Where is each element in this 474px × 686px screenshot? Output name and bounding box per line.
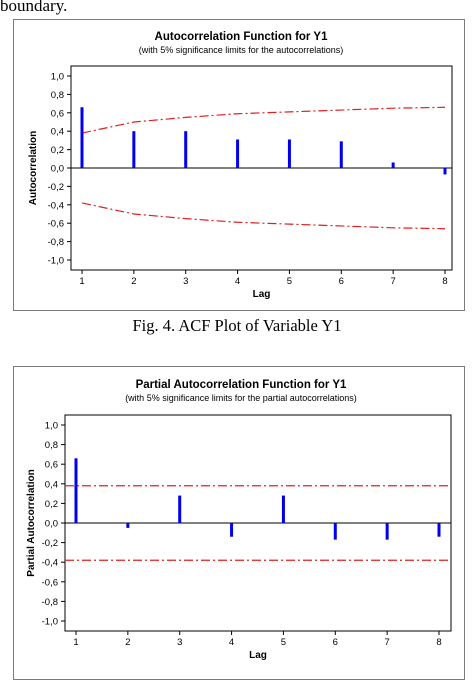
chart-title: Partial Autocorrelation Function for Y1	[136, 379, 347, 391]
x-axis-label: Lag	[249, 650, 267, 661]
figure-caption: Fig. 4. ACF Plot of Variable Y1	[132, 316, 342, 335]
bar-lag-1	[80, 107, 84, 168]
x-tick-label: 4	[235, 276, 240, 287]
x-tick-label: 6	[339, 276, 344, 287]
bar-lag-1	[74, 458, 78, 523]
bar-lag-5	[287, 139, 291, 168]
x-tick-label: 7	[384, 637, 389, 648]
x-tick-label: 8	[442, 276, 447, 287]
y-tick-label: -0,2	[42, 538, 58, 549]
y-tick-label: 1,0	[45, 421, 58, 432]
acf-chart: Autocorrelation Function for Y1 (with 5% …	[28, 31, 453, 300]
chart-subtitle: (with 5% significance limits for the aut…	[139, 45, 344, 55]
x-tick-label: 6	[333, 637, 338, 648]
bar-lag-3	[184, 131, 188, 168]
bar-lag-2	[132, 131, 136, 168]
bar-lag-4	[236, 139, 240, 168]
y-tick-label: 0,2	[45, 499, 58, 510]
y-axis-label: Autocorrelation	[28, 131, 39, 205]
bar-lag-2	[126, 523, 130, 528]
lower-significance-limit	[81, 202, 446, 230]
y-tick-label: -0,8	[48, 237, 64, 248]
y-tick-label: 0,0	[51, 164, 64, 175]
x-tick-label: 7	[390, 276, 395, 287]
upper-significance-limit	[81, 106, 446, 134]
y-tick-label: 0,8	[51, 90, 64, 101]
y-tick-label: 1,0	[51, 72, 64, 83]
bar-lag-7	[385, 523, 389, 540]
y-tick-label: 0,0	[45, 519, 58, 530]
x-tick-label: 5	[287, 276, 292, 287]
y-tick-label: -0,4	[42, 558, 58, 569]
x-tick-label: 2	[125, 637, 130, 648]
x-tick-label: 8	[436, 637, 441, 648]
bar-lag-5	[281, 495, 285, 523]
x-tick-label: 1	[73, 637, 78, 648]
pacf-chart: Partial Autocorrelation Function for Y1 (…	[26, 379, 452, 661]
y-tick-label: 0,6	[45, 460, 58, 471]
y-tick-label: -0,6	[42, 577, 58, 588]
x-tick-label: 4	[229, 637, 234, 648]
y-tick-label: -0,6	[48, 219, 64, 230]
y-tick-label: 0,2	[51, 145, 64, 156]
x-tick-label: 5	[281, 637, 286, 648]
y-tick-label: 0,8	[45, 440, 58, 451]
pacf-chart-panel: Partial Autocorrelation Function for Y1 (…	[13, 366, 465, 680]
bar-lag-3	[178, 495, 182, 523]
bar-lag-8	[443, 168, 447, 175]
page-text-fragment: boundary.	[0, 0, 68, 15]
x-tick-label: 1	[79, 276, 84, 287]
chart-title: Autocorrelation Function for Y1	[155, 31, 329, 43]
y-tick-label: 0,4	[51, 127, 64, 138]
bar-lag-8	[437, 523, 441, 537]
x-tick-label: 3	[177, 637, 182, 648]
bar-lag-7	[391, 162, 395, 168]
bar-lag-6	[333, 523, 337, 540]
y-tick-label: -1,0	[48, 256, 64, 267]
x-tick-label: 3	[183, 276, 188, 287]
acf-chart-panel: Autocorrelation Function for Y1 (with 5% …	[13, 19, 465, 311]
y-tick-label: -0,8	[42, 597, 58, 608]
y-tick-label: 0,4	[45, 479, 58, 490]
x-tick-label: 2	[131, 276, 136, 287]
y-axis-label: Partial Autocorrelation	[26, 469, 37, 576]
y-tick-label: -0,2	[48, 182, 64, 193]
y-tick-label: -1,0	[42, 617, 58, 628]
bar-lag-6	[339, 141, 343, 168]
y-tick-label: 0,6	[51, 108, 64, 119]
y-tick-label: -0,4	[48, 200, 64, 211]
bar-lag-4	[230, 523, 234, 537]
x-axis-label: Lag	[253, 289, 271, 300]
chart-subtitle: (with 5% significance limits for the par…	[125, 393, 357, 403]
